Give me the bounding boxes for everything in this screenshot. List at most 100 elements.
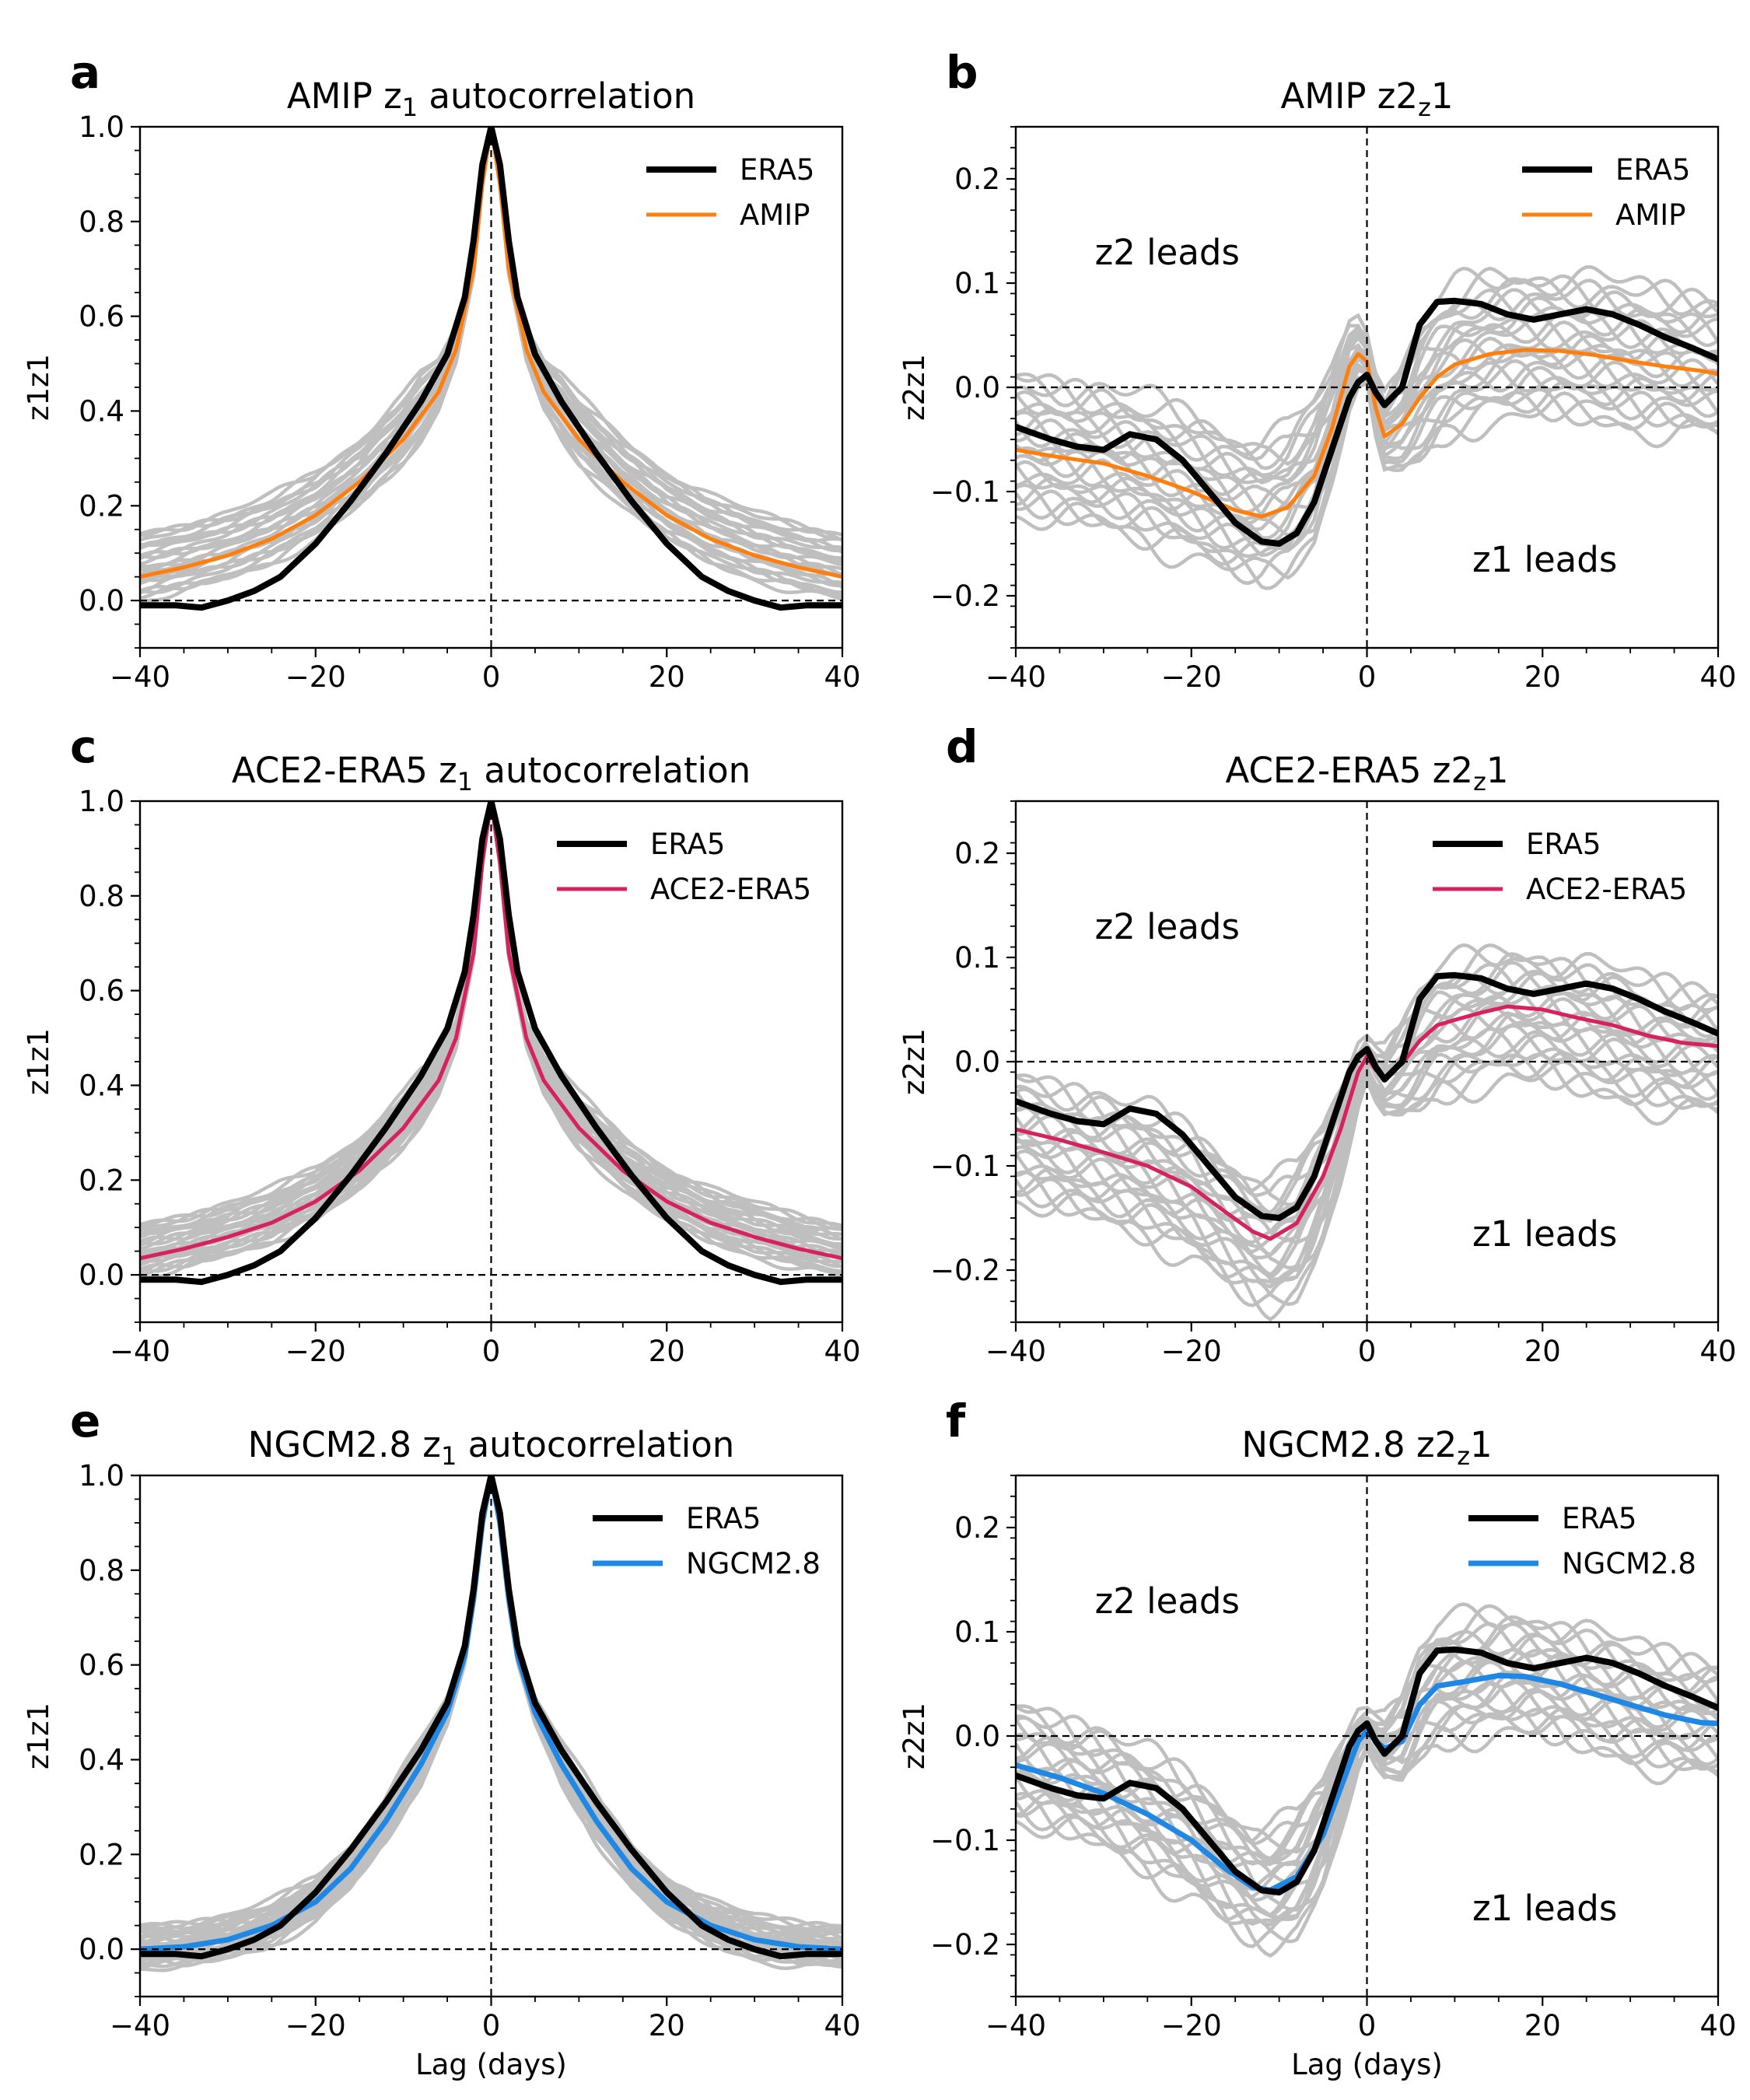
plot-area [140,1475,842,1972]
ensemble-member-line [140,1475,842,1930]
ensemble-member-line [140,127,842,589]
panel-title: NGCM2.8 z1 autocorrelation [248,1424,735,1471]
ensemble-member-line [140,1475,842,1940]
y-axis-label: z1z1 [22,354,55,421]
y-axis-label: z2z1 [898,1028,931,1095]
panel-d: d ACE2-ERA5 z2z1 −40 −20 0 20 40 −0.2 −0.1 0.0 0.1… [898,720,1737,1368]
panel-title: AMIP z2z1 [1280,75,1453,122]
legend-label: ERA5 [1526,828,1601,861]
y-axis-label: z1z1 [22,1703,55,1769]
legend-label: ERA5 [650,828,725,861]
x-tick-label: −40 [985,660,1046,694]
y-tick-label: 1.0 [79,785,124,818]
panel-title: ACE2-ERA5 z2z1 [1226,750,1509,796]
ensemble-member-line [140,127,842,561]
y-tick-label: 0.1 [954,941,1000,975]
x-tick-label: −20 [1161,660,1222,694]
annotation: z1 leads [1472,1213,1617,1255]
y-tick-label: 0.6 [79,975,124,1008]
annotation: z2 leads [1095,232,1240,273]
y-tick-label: 0.2 [79,489,124,523]
x-tick-label: 0 [482,1335,501,1368]
x-tick-label: −40 [110,660,170,694]
x-tick-label: 40 [824,1335,860,1368]
series-line-amip [1016,348,1718,519]
plot-area [140,801,842,1286]
ensemble-member-line [1016,1604,1718,1860]
y-axis-label: z1z1 [22,1028,55,1095]
legend-label: ACE2-ERA5 [1526,873,1687,906]
annotation: z2 leads [1095,1580,1240,1622]
legend: ERA5 ACE2-ERA5 [1433,828,1687,906]
ensemble-member-line [140,1475,842,1972]
ensemble-member-line [140,801,842,1242]
series-line-ace2-era5 [140,801,842,1261]
y-tick-label: 0.6 [79,1649,124,1682]
ensemble-member-line [140,127,842,599]
panel-f: f NGCM2.8 z2z1 −40 −20 0 20 40 −0.2 −0.1 0.0 0.1 0.… [898,1395,1737,2081]
x-tick-label: 0 [1358,660,1377,694]
y-tick-label: 0.2 [954,837,1000,870]
y-tick-label: 0.0 [79,1933,124,1966]
panel-letter: b [946,46,978,99]
legend-label: ACE2-ERA5 [650,873,811,906]
y-tick-label: 1.0 [79,110,124,144]
legend: ERA5 NGCM2.8 [1468,1502,1696,1580]
y-tick-label: 0.2 [954,1511,1000,1545]
y-tick-label: 0.0 [954,1045,1000,1079]
panel-letter: e [70,1395,100,1447]
y-tick-label: 0.4 [79,1069,124,1102]
ensemble-member-line [140,801,842,1228]
x-tick-label: 40 [1699,660,1736,694]
panel-letter: d [946,720,978,773]
x-tick-label: 20 [1524,660,1561,694]
ensemble-member-line [140,127,842,604]
y-tick-label: 0.0 [954,371,1000,404]
ensemble-member-line [140,801,842,1239]
x-tick-label: −20 [1161,2009,1222,2042]
ensemble-member-line [1016,943,1718,1192]
legend-label: AMIP [1615,198,1685,232]
annotation: z2 leads [1095,906,1240,947]
ensemble-member-line [140,801,842,1253]
y-tick-label: 0.2 [954,163,1000,196]
x-tick-label: 0 [482,660,501,694]
panel-c: c ACE2-ERA5 z1 autocorrelation −40 −20 0 20 40… [22,720,861,1368]
panel-title: NGCM2.8 z2z1 [1241,1424,1492,1471]
ensemble-member-line [140,801,842,1259]
legend-label: ERA5 [740,153,814,187]
y-tick-label: −0.2 [930,579,1000,613]
x-tick-label: 20 [649,1335,685,1368]
legend-label: AMIP [740,198,810,232]
x-tick-label: 0 [1358,1335,1377,1368]
x-tick-label: 40 [1699,2009,1736,2042]
y-tick-label: 0.2 [79,1838,124,1871]
legend-label: NGCM2.8 [1562,1547,1696,1580]
ensemble-member-line [140,801,842,1232]
ensemble-member-line [140,127,842,569]
x-axis-label: Lag (days) [1291,2048,1443,2081]
y-tick-label: −0.2 [930,1254,1000,1287]
ensemble-member-line [140,1475,842,1932]
legend-label: ERA5 [686,1502,761,1535]
x-tick-label: 20 [1524,1335,1561,1368]
panel-e: e NGCM2.8 z1 autocorrelation −40 −20 0 20 40 0.… [22,1395,861,2081]
x-tick-label: 40 [1699,1335,1736,1368]
x-tick-label: 40 [824,2009,860,2042]
series-line-era5 [140,801,842,1286]
ensemble-member-line [140,127,842,550]
y-tick-label: 0.8 [79,1554,124,1587]
y-tick-label: 0.4 [79,394,124,428]
ensemble-member-line [140,801,842,1248]
ensemble-member-line [140,127,842,595]
legend-label: NGCM2.8 [686,1547,821,1580]
y-tick-label: 0.0 [79,1258,124,1292]
series-line-era5 [140,1475,842,1960]
series-line-ngcm2.8 [140,1475,842,1952]
x-tick-label: −40 [110,1335,170,1368]
ensemble-member-line [140,1475,842,1941]
ensemble-member-line [140,127,842,577]
y-tick-label: 0.1 [954,1615,1000,1649]
ensemble-member-line [140,127,842,541]
